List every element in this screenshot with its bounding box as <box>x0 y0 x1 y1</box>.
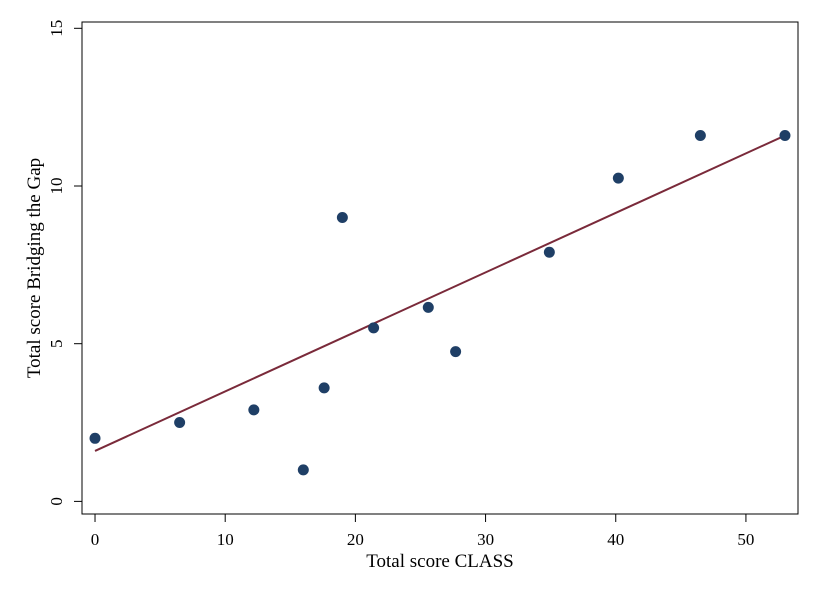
data-point <box>336 212 348 224</box>
plot-frame <box>81 21 799 515</box>
x-tick-label: 40 <box>607 530 624 549</box>
y-tick-label: 15 <box>47 20 66 37</box>
data-point <box>612 172 624 184</box>
x-tick-label: 0 <box>91 530 100 549</box>
y-tick-label: 0 <box>47 497 66 506</box>
y-tick-label: 5 <box>47 339 66 348</box>
data-point <box>248 404 260 416</box>
x-axis: 0 10 20 30 40 50 <box>91 514 754 549</box>
data-point <box>779 130 791 142</box>
y-tick-label: 10 <box>47 178 66 195</box>
y-axis: 0 5 10 15 <box>47 20 82 506</box>
data-point <box>318 382 330 394</box>
data-point <box>89 432 101 444</box>
data-point <box>450 346 462 358</box>
x-tick-label: 20 <box>347 530 364 549</box>
x-tick-label: 50 <box>737 530 754 549</box>
fit-line-layer <box>94 134 786 452</box>
x-axis-label: Total score CLASS <box>366 551 514 572</box>
data-point <box>174 417 186 429</box>
x-tick-label: 30 <box>477 530 494 549</box>
fit-line <box>94 134 786 452</box>
y-axis-label: Total score Bridging the Gap <box>24 158 45 378</box>
data-point <box>297 464 309 476</box>
data-point <box>543 246 555 258</box>
data-point <box>694 130 706 142</box>
data-point <box>422 301 434 313</box>
points-layer <box>89 130 791 476</box>
x-tick-label: 10 <box>217 530 234 549</box>
data-point <box>368 322 380 334</box>
